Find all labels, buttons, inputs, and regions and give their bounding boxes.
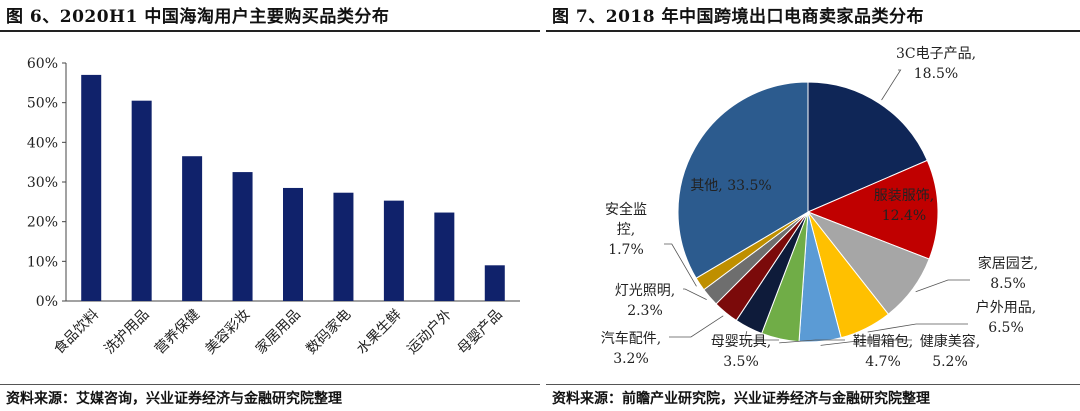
title-rule: [546, 30, 1080, 32]
x-tick-label: 美容彩妆: [202, 306, 254, 358]
pie-chart-source: 资料来源：前瞻产业研究院，兴业证券经济与金融研究院整理: [552, 391, 930, 407]
bar: [383, 200, 404, 301]
bar-chart-title: 图 6、2020H1 中国海淘用户主要购买品类分布: [6, 7, 390, 27]
y-tick-label: 10%: [27, 254, 58, 270]
pie-percent-label: 3.5%: [723, 354, 759, 370]
y-tick-label: 30%: [27, 175, 58, 191]
leader-line: [683, 288, 707, 301]
x-tick-label: 食品饮料: [50, 306, 102, 358]
bar-chart-source: 资料来源：艾媒咨询，兴业证券经济与金融研究院整理: [6, 391, 342, 407]
pie-label: 健康美容,: [920, 333, 980, 350]
source-rule: [546, 384, 1080, 385]
bar: [81, 74, 102, 302]
bar-chart-panel: 图 6、2020H1 中国海淘用户主要购买品类分布 0% 10% 20% 30% 40%…: [0, 7, 540, 407]
pie-label: 安全监: [605, 201, 647, 218]
pie-slice: [806, 159, 939, 260]
pie-percent-label: 12.4%: [882, 208, 926, 224]
x-tick-label: 家居用品: [252, 306, 304, 358]
pie-slice: [677, 81, 809, 279]
x-tick-label: 水果生鲜: [354, 307, 405, 358]
pie-label: 灯光照明,: [615, 283, 675, 299]
y-tick-label: 50%: [27, 96, 58, 112]
bar: [484, 265, 505, 301]
pie-label: 控,: [617, 222, 635, 238]
pie-percent-label: 8.5%: [990, 276, 1026, 292]
bar: [182, 156, 203, 301]
leader-line: [744, 331, 779, 341]
y-tick-label: 40%: [27, 135, 58, 151]
pie-chart: 3C电子产品, 18.5% 服装服饰, 12.4% 家居园艺, 8.5% 户外用品, 6.5%…: [601, 46, 1038, 370]
pie-percent-label: 1.7%: [608, 242, 644, 258]
pie-percent-label: 6.5%: [988, 320, 1024, 336]
bar: [283, 187, 303, 301]
pie-percent-label: 3.2%: [613, 351, 649, 367]
pie-percent-label: 4.7%: [865, 354, 901, 370]
x-tick-label: 洗护用品: [102, 307, 153, 358]
y-tick-label: 0%: [36, 294, 58, 310]
y-tick-label: 20%: [27, 215, 58, 231]
bar: [131, 100, 152, 301]
x-tick-label: 营养保健: [152, 307, 203, 358]
bar: [333, 192, 354, 301]
pie-label: 其他, 33.5%: [690, 178, 771, 194]
pie-label: 鞋帽箱包,: [853, 334, 913, 350]
leader-line: [867, 323, 968, 333]
pie-percent-label: 18.5%: [914, 66, 958, 82]
pie-label: 服装服饰,: [874, 188, 934, 204]
pie-percent-label: 5.2%: [932, 354, 968, 370]
pie-label: 家居园艺,: [978, 255, 1038, 272]
pie-label: 汽车配件,: [601, 330, 661, 347]
pie-slice: [807, 81, 928, 213]
x-tick-label: 母婴产品: [455, 307, 506, 358]
leader-line: [915, 279, 970, 293]
leader-line: [779, 339, 845, 344]
leader-line: [881, 69, 902, 101]
leader-line: [820, 339, 912, 346]
bar-chart: 0% 10% 20% 30% 40% 50% 60% 食品饮料 洗护用品 营养保健 美容彩妆 家居用品…: [27, 56, 520, 358]
pie-chart-title: 图 7、2018 年中国跨境出口电商卖家品类分布: [552, 7, 924, 27]
x-tick-label: 运动户外: [404, 306, 456, 358]
pie-label: 3C电子产品,: [896, 46, 976, 62]
x-tick-label: 数码家电: [303, 306, 355, 358]
pie-percent-label: 2.3%: [627, 303, 663, 319]
title-rule: [0, 30, 540, 32]
pie-label: 户外用品,: [976, 299, 1036, 316]
y-tick-label: 60%: [27, 56, 58, 72]
leader-line: [664, 243, 697, 287]
leader-line: [669, 315, 724, 338]
bar: [434, 212, 455, 301]
pie-label: 母婴玩具,: [711, 334, 771, 350]
pie-chart-panel: 图 7、2018 年中国跨境出口电商卖家品类分布 3C电子产品, 18.5% 服装服…: [546, 0, 1080, 411]
source-rule: [0, 384, 540, 385]
bar: [232, 172, 253, 301]
